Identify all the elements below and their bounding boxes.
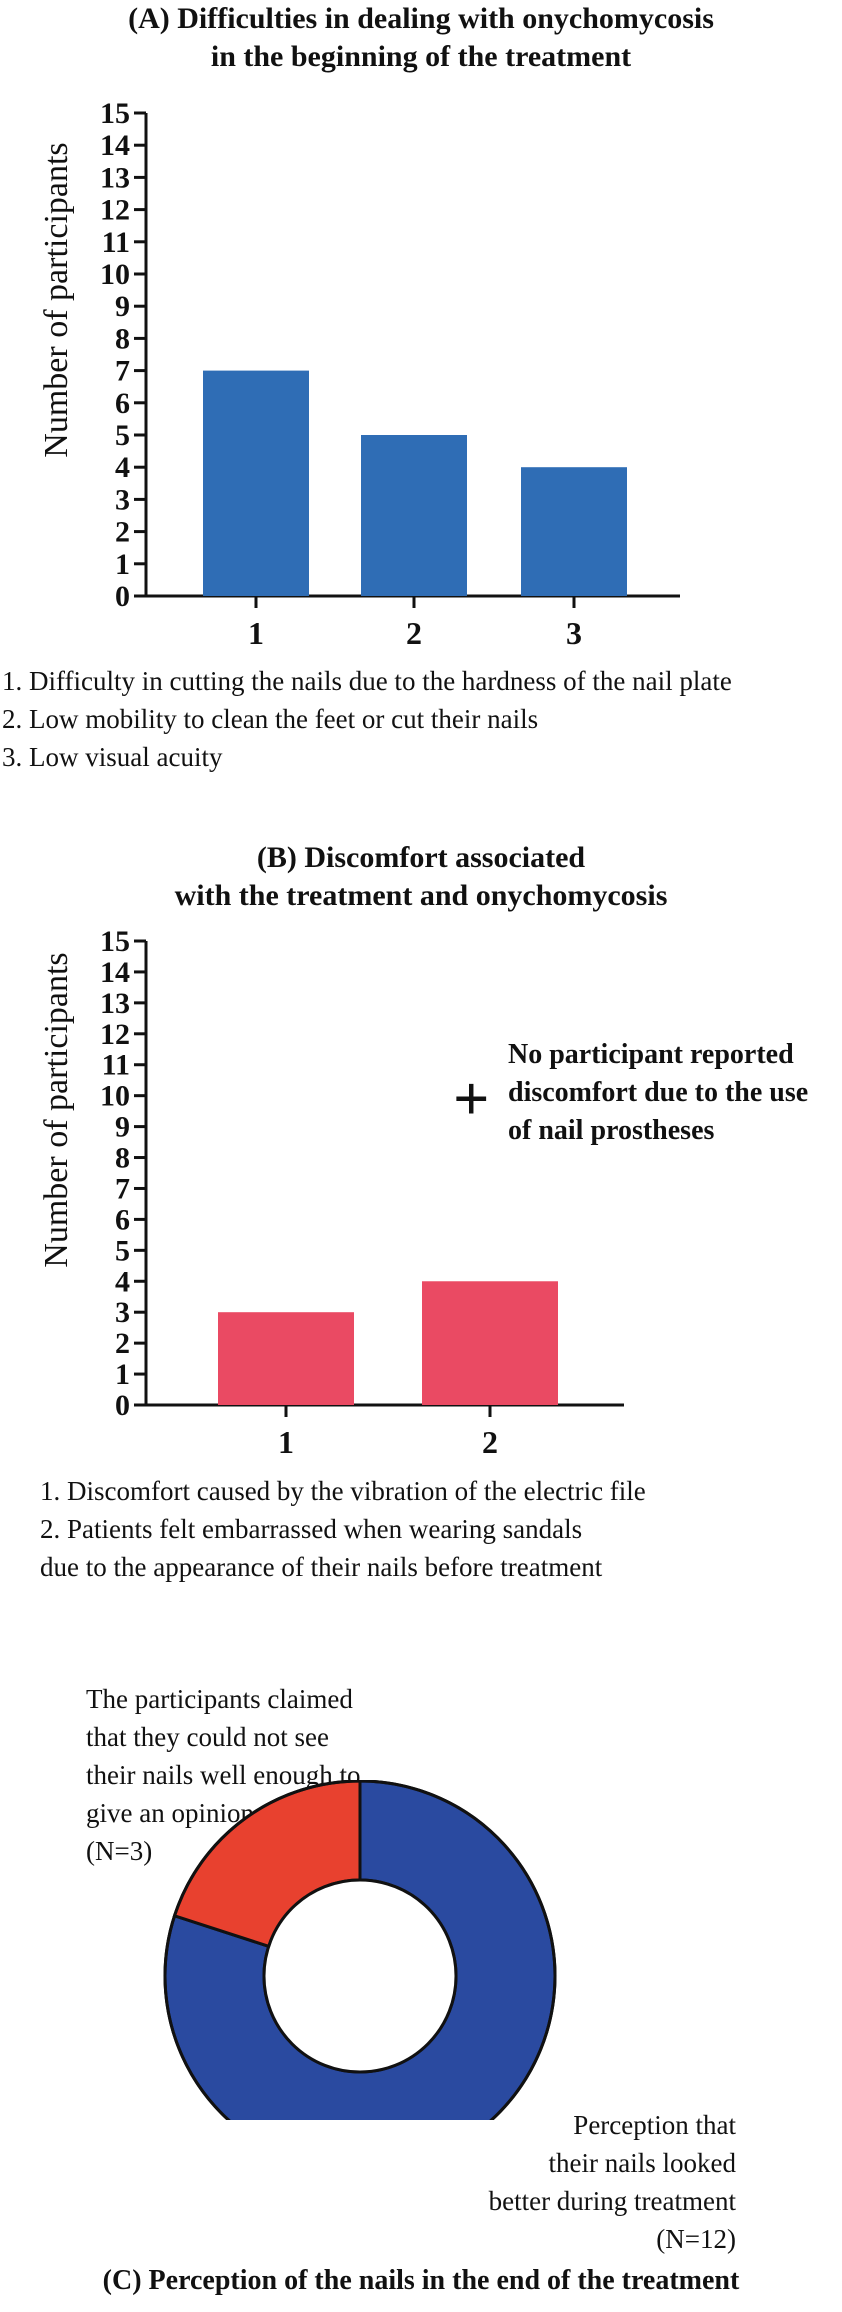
chart-a-y-tick-label: 15: [100, 97, 130, 130]
chart-a-y-tick-label: 1: [115, 548, 130, 581]
chart-b-y-tick-label: 6: [115, 1203, 130, 1236]
chart-c-slice-1-label: The participants claimed that they could…: [86, 1680, 360, 1870]
chart-c-slice-1-label-line-1: The participants claimed: [86, 1684, 353, 1714]
chart-c-slice-1-label-line-2: that they could not see: [86, 1722, 329, 1752]
chart-b-bar-1: [218, 1312, 354, 1405]
chart-b-title-line1: (B) Discomfort associated: [256, 841, 586, 874]
chart-a-bar-1: [203, 370, 309, 596]
chart-b-note-line-1: No participant reported: [508, 1039, 794, 1070]
chart-a-y-tick-label: 9: [115, 290, 130, 323]
chart-a-y-tick-label: 2: [115, 516, 130, 549]
chart-a-title-line2: in the beginning of the treatment: [210, 40, 632, 73]
chart-b-y-tick-label: 10: [100, 1080, 130, 1113]
chart-a-y-tick-label: 14: [100, 129, 130, 162]
chart-b-legend-item-1: 1. Discomfort caused by the vibration of…: [40, 1476, 646, 1506]
chart-c-slice-2-label: Perception that their nails looked bette…: [420, 2106, 736, 2258]
chart-c-slice-2-label-line-1: Perception that: [573, 2110, 736, 2140]
chart-b-note-line-2: discomfort due to the use: [508, 1077, 809, 1108]
chart-a-y-tick-label: 10: [100, 258, 130, 291]
chart-b-x-tick-label-1: 1: [278, 1424, 294, 1460]
chart-c-title: (C) Perception of the nails in the end o…: [102, 2265, 740, 2296]
chart-a-title: (A) Difficulties in dealing with onychom…: [0, 0, 842, 76]
chart-b-y-tick-label: 14: [100, 956, 130, 989]
chart-b-x-tick-label-2: 2: [482, 1424, 498, 1460]
chart-a-y-tick-label: 3: [115, 483, 130, 516]
chart-a-legend: 1. Difficulty in cutting the nails due t…: [2, 662, 732, 776]
chart-a-y-tick-label: 13: [100, 161, 130, 194]
chart-a-bar-2: [361, 435, 467, 596]
chart-b-y-tick-label: 15: [100, 925, 130, 958]
chart-b-legend-item-2-cont: due to the appearance of their nails bef…: [40, 1552, 603, 1582]
chart-c-slice-2-label-line-2: their nails looked: [548, 2148, 736, 2178]
chart-b-note-line-3: of nail prostheses: [508, 1115, 715, 1146]
chart-b-title-line2: with the treatment and onychomycosis: [174, 879, 668, 912]
chart-b-y-tick-label: 9: [115, 1111, 130, 1144]
chart-a-y-tick-label: 6: [115, 387, 130, 420]
chart-c-hole: [262, 1878, 458, 2074]
chart-b-title: (B) Discomfort associated with the treat…: [0, 839, 842, 915]
chart-a-y-tick-label: 7: [115, 355, 130, 388]
chart-c-outer-ring: [163, 1780, 557, 2120]
chart-c-donut: [163, 1780, 557, 2120]
chart-a-x-tick-label-3: 3: [566, 615, 582, 651]
chart-b-y-tick-label: 13: [100, 987, 130, 1020]
chart-a-x-tick-label-2: 2: [406, 615, 422, 651]
chart-b-y-tick-label: 3: [115, 1296, 130, 1329]
chart-b-y-tick-label: 7: [115, 1172, 130, 1205]
chart-a-title-line1: (A) Difficulties in dealing with onychom…: [128, 2, 714, 35]
chart-b-y-tick-label: 8: [115, 1142, 130, 1175]
chart-b-y-tick-label: 1: [115, 1358, 130, 1391]
chart-c-slice-2-label-line-4: (N=12): [656, 2224, 736, 2254]
chart-b-plus-symbol: +: [453, 1063, 490, 1134]
chart-a-y-tick-label: 0: [115, 580, 130, 613]
chart-c-slice-1-label-line-4: give an opinion: [86, 1798, 254, 1828]
chart-a-y-tick-label: 4: [115, 451, 130, 484]
chart-a-x-tick-label-1: 1: [248, 615, 264, 651]
chart-a-y-tick-label: 8: [115, 322, 130, 355]
chart-c-slice-1-label-line-5: (N=3): [86, 1836, 153, 1866]
chart-a-legend-item-3: 3. Low visual acuity: [2, 742, 223, 772]
chart-b-y-tick-label: 11: [102, 1049, 130, 1082]
chart-b-legend-item-2: 2. Patients felt embarrassed when wearin…: [40, 1514, 583, 1544]
chart-a-bar-3: [521, 467, 627, 596]
chart-a-y-tick-label: 5: [115, 419, 130, 452]
chart-a-y-tick-label: 11: [102, 226, 130, 259]
chart-b-y-tick-label: 12: [100, 1018, 130, 1051]
chart-b-y-tick-label: 4: [115, 1265, 130, 1298]
chart-c-slice-2-label-line-3: better during treatment: [488, 2186, 736, 2216]
chart-b-legend: 1. Discomfort caused by the vibration of…: [40, 1472, 646, 1586]
chart-b-bar-2: [422, 1281, 558, 1405]
chart-a-y-tick-label: 12: [100, 194, 130, 227]
chart-b-y-tick-label: 5: [115, 1234, 130, 1267]
chart-a-legend-item-1: 1. Difficulty in cutting the nails due t…: [2, 666, 732, 696]
chart-b-y-tick-label: 0: [115, 1389, 130, 1422]
chart-a-legend-item-2: 2. Low mobility to clean the feet or cut…: [2, 704, 539, 734]
chart-b-note: No participant reported discomfort due t…: [508, 1036, 808, 1150]
chart-b-y-tick-label: 2: [115, 1327, 130, 1360]
